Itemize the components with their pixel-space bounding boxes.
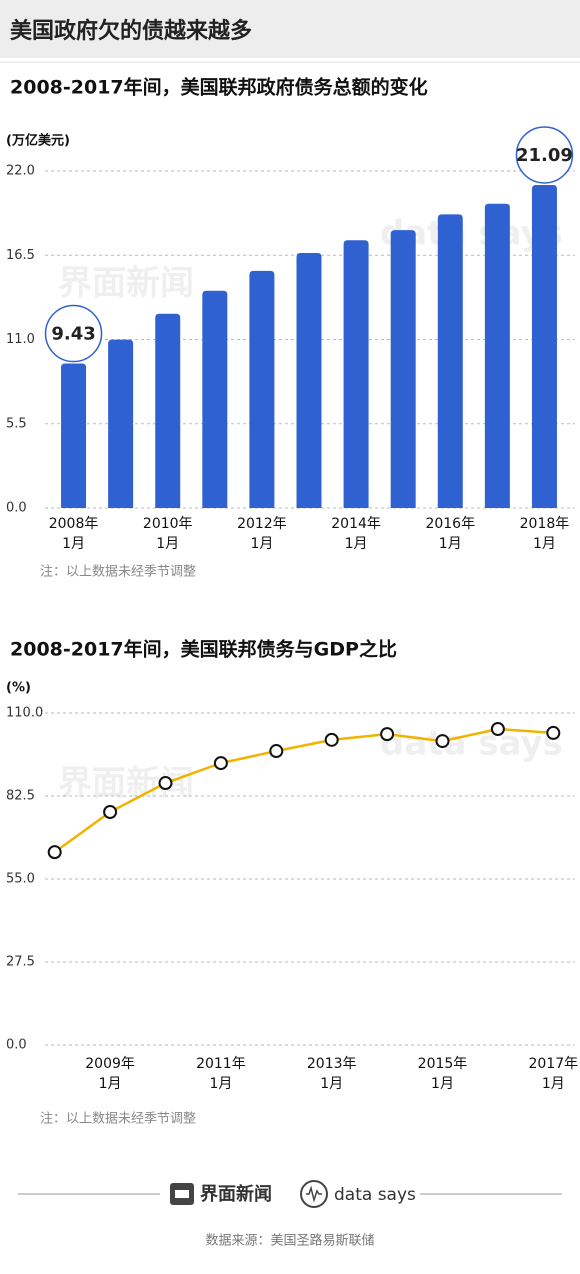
- y-tick-label: 0.0: [6, 1038, 27, 1053]
- point: [324, 732, 339, 747]
- y-tick-label: 5.5: [6, 416, 27, 431]
- x-tick-label-line: 1月: [156, 536, 179, 552]
- x-tick-label-line: 2014年: [331, 516, 381, 532]
- brand-icon: [300, 1180, 328, 1208]
- bar: [296, 252, 322, 508]
- x-tick-label-line: 1月: [439, 536, 462, 552]
- x-tick-label-line: 2018年: [520, 516, 570, 532]
- y-tick-label: 0.0: [6, 501, 27, 516]
- bar: [531, 184, 557, 508]
- x-tick-label-line: 1月: [533, 536, 556, 552]
- source: 数据来源：美国圣路易斯联储: [205, 1233, 374, 1249]
- brand-icon: [306, 1185, 322, 1203]
- note: 注：以上数据未经季节调整: [40, 1112, 196, 1127]
- header-band: [0, 0, 580, 58]
- page-title: 美国政府欠的债越来越多: [10, 18, 252, 44]
- y-axis-label: (万亿美元): [6, 133, 70, 149]
- x-tick-label-line: 2010年: [143, 516, 193, 532]
- brand: 界面新闻: [200, 1183, 272, 1205]
- y-tick-label: 110.0: [6, 706, 43, 721]
- y-tick-label: 11.0: [6, 332, 35, 347]
- bar: [249, 270, 275, 508]
- brand: data says: [334, 1185, 416, 1205]
- x-tick-label-line: 2008年: [49, 516, 99, 532]
- x-tick-label-line: 1月: [320, 1076, 343, 1092]
- point: [490, 721, 505, 736]
- bar: [155, 313, 181, 508]
- x-tick-label-line: 1月: [345, 536, 368, 552]
- point: [269, 744, 284, 759]
- bar: [437, 214, 463, 508]
- x-tick-label-line: 2016年: [425, 516, 475, 532]
- x-tick-label-line: 2012年: [237, 516, 287, 532]
- chart-title: 2008-2017年间，美国联邦政府债务总额的变化: [10, 76, 428, 99]
- x-tick-label-line: 1月: [431, 1076, 454, 1092]
- point: [213, 756, 228, 771]
- value-label-ring: [515, 126, 574, 184]
- x-tick-label-line: 2015年: [418, 1056, 468, 1072]
- x-tick-label-line: 2011年: [196, 1056, 246, 1072]
- value-label: 9.43: [51, 324, 95, 345]
- point: [47, 845, 62, 860]
- note: 注：以上数据未经季节调整: [40, 565, 196, 580]
- y-tick-label: 82.5: [6, 789, 35, 804]
- x-tick-label-line: 1月: [99, 1076, 122, 1092]
- y-tick-label: 16.5: [6, 248, 35, 263]
- bar: [484, 203, 510, 508]
- bar: [108, 339, 134, 508]
- x-tick-label: 2012年 1月: [237, 516, 287, 552]
- x-tick-label: 2010年 1月: [143, 516, 193, 552]
- watermark: data says: [380, 724, 563, 764]
- x-tick-label-line: 1月: [542, 1076, 565, 1092]
- chart-title: 2008-2017年间，美国联邦债务与GDP之比: [10, 638, 397, 661]
- bar: [343, 240, 369, 509]
- x-tick-label: 2015年 1月: [418, 1056, 468, 1092]
- x-tick-label-line: 2017年: [528, 1056, 578, 1072]
- y-tick-label: 22.0: [6, 164, 35, 179]
- x-tick-label: 2013年 1月: [307, 1056, 357, 1092]
- watermark: 界面新闻: [58, 764, 194, 804]
- point: [380, 727, 395, 742]
- bar: [202, 290, 228, 508]
- x-tick-label-line: 1月: [209, 1076, 232, 1092]
- point: [546, 725, 561, 740]
- bar: [390, 230, 416, 509]
- bar: [61, 363, 87, 508]
- value-label-ring: [44, 304, 103, 363]
- x-tick-label-line: 1月: [62, 536, 85, 552]
- point: [103, 804, 118, 819]
- x-tick-label-line: 2009年: [85, 1056, 135, 1072]
- x-tick-label: 2008年 1月: [49, 516, 99, 552]
- x-tick-label: 2018年 1月: [520, 516, 570, 552]
- y-axis-label: (%): [6, 681, 31, 696]
- point: [435, 734, 450, 749]
- line: [53, 727, 554, 854]
- x-tick-label-line: 2013年: [307, 1056, 357, 1072]
- point: [158, 776, 173, 791]
- x-tick-label: 2016年 1月: [425, 516, 475, 552]
- y-tick-label: 55.0: [6, 872, 35, 887]
- x-tick-label: 2011年 1月: [196, 1056, 246, 1092]
- x-tick-label: 2009年 1月: [85, 1056, 135, 1092]
- brand-icon: [175, 1190, 189, 1198]
- y-tick-label: 27.5: [6, 955, 35, 970]
- x-tick-label: 2014年 1月: [331, 516, 381, 552]
- x-tick-label: 2017年 1月: [528, 1056, 578, 1092]
- watermark: 界面新闻: [58, 264, 194, 304]
- value-label: 21.09: [516, 145, 573, 166]
- x-tick-label-line: 1月: [250, 536, 273, 552]
